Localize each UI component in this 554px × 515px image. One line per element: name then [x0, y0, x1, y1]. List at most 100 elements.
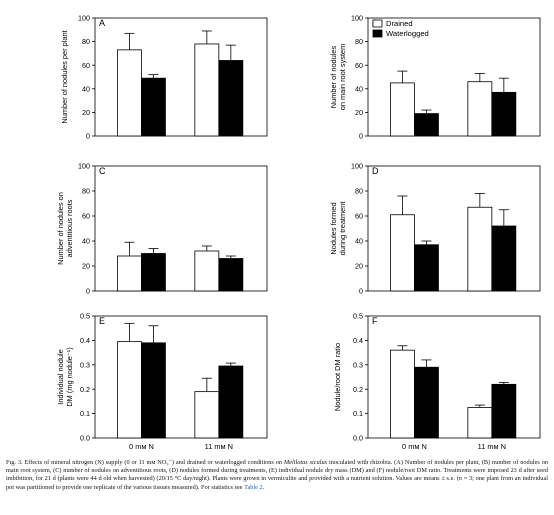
y-tick-label: 0.5	[353, 312, 363, 321]
bar-waterlogged	[218, 60, 244, 137]
legend-label: Drained	[386, 19, 413, 28]
bar-drained	[390, 214, 415, 292]
bar-waterlogged	[491, 91, 517, 137]
caption-species: Melilotus siculus	[283, 459, 328, 466]
y-tick-label: 0.0	[353, 434, 363, 443]
bar-drained	[194, 391, 220, 439]
caption-text: inoculated with rhizobia. (A) Number of …	[6, 459, 550, 483]
panel-letter: E	[99, 316, 105, 326]
panel-a: 0 20 40 60 80 100 Number of nodules per plant A	[60, 14, 268, 141]
y-tick-label: 40	[355, 237, 363, 246]
caption-text: .	[262, 483, 265, 491]
bar-waterlogged	[141, 342, 166, 439]
y-tick-label: 0.4	[80, 336, 90, 345]
y-tick-label: 0.2	[353, 385, 363, 394]
y-tick-label: 0	[359, 287, 363, 296]
table-link[interactable]: Table 2	[244, 483, 263, 491]
y-tick-label: 0.2	[80, 385, 90, 394]
bar-waterlogged	[218, 365, 244, 439]
bar-drained	[467, 407, 493, 439]
y-tick-label: 100	[351, 162, 363, 171]
y-tick-label: 60	[82, 61, 90, 70]
y-tick-label: 0	[86, 132, 90, 141]
bar-drained	[194, 250, 220, 292]
legend-swatch	[372, 19, 383, 28]
y-axis-label: Number of nodules onadventitious roots	[56, 192, 74, 265]
bar-drained	[467, 81, 493, 137]
y-tick-label: 20	[355, 262, 363, 271]
bar-drained	[194, 43, 220, 137]
y-tick-label: 0.3	[353, 360, 363, 369]
panel-b: 0 20 40 60 80 100 Number of noduleson main roo…	[329, 14, 541, 141]
bar-waterlogged	[141, 77, 166, 137]
y-tick-label: 0	[359, 132, 363, 141]
y-tick-label: 20	[82, 108, 90, 117]
x-tick-label: 11 mм N	[205, 442, 233, 451]
y-tick-label: 0	[86, 287, 90, 296]
bar-waterlogged	[414, 113, 439, 137]
y-tick-label: 0.5	[80, 312, 90, 321]
bar-drained	[117, 49, 142, 137]
y-tick-label: 0.3	[80, 360, 90, 369]
bar-waterlogged	[218, 258, 244, 292]
plot-frame	[94, 165, 268, 292]
y-tick-label: 80	[82, 187, 90, 196]
bar-drained	[467, 206, 493, 292]
y-tick-label: 0.1	[353, 409, 363, 418]
x-tick-label: 11 mм N	[478, 442, 506, 451]
y-tick-label: 40	[355, 84, 363, 93]
y-tick-label: 80	[355, 37, 363, 46]
panel-letter: D	[372, 166, 379, 176]
y-tick-label: 60	[355, 212, 363, 221]
y-tick-label: 60	[82, 212, 90, 221]
y-axis-label: Individual noduleDM (mg nodule⁻¹)	[56, 347, 74, 406]
panel-letter: F	[372, 316, 378, 326]
caption-text: Effects of mineral nitrogen (N) supply (…	[24, 459, 284, 466]
figure-caption: Fıg. 3. Effects of mineral nitrogen (N) …	[6, 459, 548, 492]
caption-n: n	[458, 475, 462, 483]
y-tick-label: 0.0	[80, 434, 90, 443]
x-tick-label: 0 mм N	[129, 442, 154, 451]
panel-letter: C	[99, 166, 106, 176]
y-axis-label: Nodule/root DM ratio	[333, 343, 342, 411]
panel-c: 0 20 40 60 80 100 Number of nodules onadventit…	[56, 162, 268, 296]
y-tick-label: 60	[355, 61, 363, 70]
y-tick-label: 20	[355, 108, 363, 117]
bar-waterlogged	[414, 366, 439, 439]
y-tick-label: 100	[78, 14, 90, 23]
bar-drained	[390, 349, 415, 439]
bar-waterlogged	[491, 225, 517, 292]
legend-swatch	[372, 29, 383, 38]
y-tick-label: 100	[78, 162, 90, 171]
bar-drained	[390, 82, 415, 137]
y-tick-label: 40	[82, 84, 90, 93]
y-tick-label: 80	[355, 187, 363, 196]
plot-frame	[94, 17, 268, 137]
y-tick-label: 0.4	[353, 336, 363, 345]
plot-frame	[367, 165, 541, 292]
caption-label: Fıg. 3.	[6, 459, 23, 466]
y-tick-label: 80	[82, 37, 90, 46]
figure: 0 20 40 60 80 100 Number of nodules per plant A…	[56, 14, 541, 451]
y-tick-label: 100	[351, 14, 363, 23]
bar-drained	[117, 341, 142, 439]
bar-waterlogged	[141, 253, 166, 292]
y-tick-label: 40	[82, 237, 90, 246]
legend-label: Waterlogged	[386, 29, 429, 38]
y-tick-label: 0.1	[80, 409, 90, 418]
plot-frame	[367, 17, 541, 137]
y-axis-label: Nodules formedduring treatment	[329, 202, 347, 256]
x-tick-label: 0 mм N	[402, 442, 427, 451]
panel-f: 0.0 0.1 0.2 0.3 0.4 0.5 Nodule/root DM ratio F 0…	[333, 312, 541, 451]
plot-frame	[94, 315, 268, 439]
panel-d: 0 20 40 60 80 100 Nodules formedduring treatme…	[329, 162, 541, 296]
bar-waterlogged	[414, 244, 439, 292]
y-axis-label: Number of noduleson main root system	[329, 44, 347, 111]
bar-waterlogged	[491, 383, 517, 439]
y-axis-label: Number of nodules per plant	[60, 30, 69, 123]
y-tick-label: 20	[82, 262, 90, 271]
bar-drained	[117, 255, 142, 292]
caption-text: = 3; one plant from an individual pot wa…	[6, 475, 550, 491]
panel-e: 0.0 0.1 0.2 0.3 0.4 0.5 Individual noduleDM (m…	[56, 312, 268, 451]
panel-letter: A	[99, 18, 105, 28]
